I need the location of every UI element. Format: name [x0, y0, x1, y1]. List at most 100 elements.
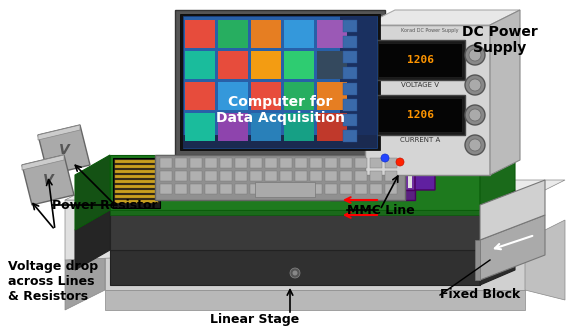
Bar	[265, 184, 277, 194]
Bar	[190, 184, 202, 194]
Circle shape	[469, 109, 481, 121]
Text: Fixed Block: Fixed Block	[440, 289, 520, 301]
Bar	[250, 158, 262, 168]
Bar	[343, 20, 357, 32]
Bar	[280, 171, 292, 181]
Polygon shape	[330, 190, 415, 200]
Bar	[251, 82, 281, 110]
Bar	[250, 171, 262, 181]
Text: V: V	[43, 173, 54, 187]
Polygon shape	[150, 172, 390, 176]
Polygon shape	[490, 140, 502, 160]
Text: CURRENT A: CURRENT A	[400, 137, 440, 143]
Bar	[255, 182, 315, 197]
Polygon shape	[183, 16, 377, 148]
Polygon shape	[396, 160, 400, 188]
Polygon shape	[110, 210, 480, 215]
Polygon shape	[150, 166, 390, 170]
Polygon shape	[115, 160, 158, 163]
Polygon shape	[361, 160, 365, 188]
Polygon shape	[183, 135, 377, 148]
Polygon shape	[75, 155, 110, 230]
Bar	[355, 171, 367, 181]
Bar	[284, 20, 314, 48]
Bar	[185, 82, 215, 110]
Polygon shape	[115, 200, 158, 203]
Bar	[295, 184, 307, 194]
Bar	[205, 158, 217, 168]
Polygon shape	[22, 155, 74, 205]
Bar	[220, 158, 232, 168]
Polygon shape	[150, 178, 390, 182]
Polygon shape	[110, 210, 480, 250]
Bar	[284, 51, 314, 79]
Bar	[378, 98, 462, 132]
Bar	[218, 51, 248, 79]
Polygon shape	[75, 210, 110, 270]
Bar	[370, 171, 382, 181]
Bar	[280, 158, 292, 168]
Text: Voltage drop
across Lines
& Resistors: Voltage drop across Lines & Resistors	[8, 260, 98, 303]
Bar	[355, 184, 367, 194]
Polygon shape	[105, 290, 525, 310]
Polygon shape	[480, 215, 545, 280]
Polygon shape	[38, 125, 80, 140]
Bar	[310, 184, 322, 194]
Text: VOLTAGE V: VOLTAGE V	[401, 82, 439, 88]
Polygon shape	[155, 155, 405, 200]
Bar	[370, 184, 382, 194]
Polygon shape	[340, 16, 377, 148]
Bar	[160, 184, 172, 194]
Bar	[185, 20, 215, 48]
Bar	[343, 99, 357, 111]
Bar	[385, 184, 397, 194]
Text: Computer for
Data Acquisition: Computer for Data Acquisition	[215, 95, 344, 125]
Polygon shape	[115, 180, 158, 183]
Text: MMC Line: MMC Line	[347, 204, 415, 216]
Bar	[185, 51, 215, 79]
Text: DC Power
Supply: DC Power Supply	[462, 25, 538, 55]
Bar	[343, 51, 357, 63]
Polygon shape	[490, 10, 520, 175]
Circle shape	[465, 45, 485, 65]
Circle shape	[465, 135, 485, 155]
Bar	[325, 184, 337, 194]
Bar	[310, 158, 322, 168]
Polygon shape	[115, 170, 158, 173]
Circle shape	[465, 105, 485, 125]
Polygon shape	[22, 155, 64, 170]
Bar	[385, 158, 397, 168]
Polygon shape	[525, 220, 565, 300]
Polygon shape	[480, 135, 515, 210]
Bar	[220, 171, 232, 181]
Circle shape	[469, 79, 481, 91]
Text: Korad DC Power Supply: Korad DC Power Supply	[401, 28, 458, 33]
Bar	[280, 184, 292, 194]
Polygon shape	[480, 190, 515, 285]
Polygon shape	[150, 184, 390, 188]
Polygon shape	[365, 25, 490, 175]
Bar	[175, 184, 187, 194]
Polygon shape	[135, 183, 430, 187]
Bar	[295, 158, 307, 168]
Polygon shape	[115, 175, 158, 178]
Polygon shape	[385, 160, 389, 188]
Polygon shape	[175, 10, 385, 155]
Circle shape	[293, 271, 297, 276]
Polygon shape	[180, 14, 380, 150]
Bar	[385, 171, 397, 181]
Bar	[235, 171, 247, 181]
Bar	[190, 171, 202, 181]
Bar	[325, 158, 337, 168]
Bar	[185, 113, 215, 141]
Bar	[310, 171, 322, 181]
Polygon shape	[480, 180, 545, 240]
Bar	[205, 184, 217, 194]
Bar	[375, 95, 465, 135]
Bar	[340, 171, 352, 181]
Polygon shape	[115, 185, 158, 188]
Bar	[317, 51, 347, 79]
Circle shape	[290, 268, 300, 278]
Bar	[343, 36, 357, 48]
Bar	[284, 82, 314, 110]
